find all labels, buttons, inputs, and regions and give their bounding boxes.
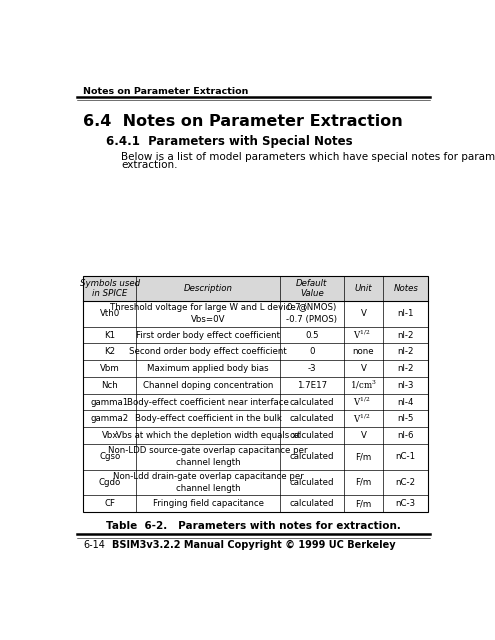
Text: F/m: F/m	[355, 499, 372, 508]
Text: Nch: Nch	[101, 381, 118, 390]
Text: nl-6: nl-6	[397, 431, 414, 440]
Text: extraction.: extraction.	[121, 159, 178, 170]
Text: nl-3: nl-3	[397, 381, 414, 390]
Text: 0.7 (NMOS): 0.7 (NMOS)	[287, 303, 336, 312]
Text: K2: K2	[104, 348, 115, 356]
Text: calculated: calculated	[290, 431, 334, 440]
Text: $\mathregular{V^{1/2}}$: $\mathregular{V^{1/2}}$	[353, 396, 370, 408]
Text: Cgso: Cgso	[99, 452, 120, 461]
Text: F/m: F/m	[355, 478, 372, 487]
Text: 1.7E17: 1.7E17	[297, 381, 327, 390]
Bar	[83, 276, 428, 512]
Text: Fringing field capacitance: Fringing field capacitance	[152, 499, 264, 508]
Text: Threshold voltage for large W and L device @: Threshold voltage for large W and L devi…	[109, 303, 307, 312]
Text: 6.4  Notes on Parameter Extraction: 6.4 Notes on Parameter Extraction	[83, 114, 403, 129]
Text: channel length: channel length	[176, 458, 241, 467]
Text: Notes on Parameter Extraction: Notes on Parameter Extraction	[83, 87, 248, 96]
Text: Cgdo: Cgdo	[99, 478, 121, 487]
Text: nl-2: nl-2	[397, 348, 414, 356]
Text: Table  6-2.   Parameters with notes for extraction.: Table 6-2. Parameters with notes for ext…	[106, 521, 401, 531]
Text: V: V	[360, 309, 366, 318]
Text: Unit: Unit	[355, 284, 372, 293]
Text: Non-Ldd drain-gate overlap capacitance per: Non-Ldd drain-gate overlap capacitance p…	[113, 472, 303, 481]
Text: nl-4: nl-4	[397, 397, 414, 406]
Text: nC-3: nC-3	[396, 499, 416, 508]
Text: calculated: calculated	[290, 397, 334, 406]
Text: Vbx: Vbx	[101, 431, 118, 440]
Text: Value: Value	[300, 289, 324, 298]
Text: K1: K1	[104, 330, 115, 340]
Text: in SPICE: in SPICE	[92, 289, 127, 298]
Text: Default: Default	[296, 279, 327, 288]
Text: nl-2: nl-2	[397, 364, 414, 373]
Text: Non-LDD source-gate overlap capacitance per: Non-LDD source-gate overlap capacitance …	[108, 446, 308, 455]
Text: calculated: calculated	[290, 478, 334, 487]
Text: V: V	[360, 364, 366, 373]
Text: Vth0: Vth0	[99, 309, 120, 318]
Text: BSIM3v3.2.2 Manual Copyright © 1999 UC Berkeley: BSIM3v3.2.2 Manual Copyright © 1999 UC B…	[112, 540, 396, 550]
Text: gamma2: gamma2	[91, 414, 129, 423]
Text: gamma1: gamma1	[91, 397, 129, 406]
Text: Vbs=0V: Vbs=0V	[191, 316, 225, 324]
Text: Vbs at which the depletion width equals xt: Vbs at which the depletion width equals …	[116, 431, 300, 440]
Text: First order body effect coefficient: First order body effect coefficient	[136, 330, 280, 340]
Text: calculated: calculated	[290, 452, 334, 461]
Text: Vbm: Vbm	[100, 364, 120, 373]
Text: Description: Description	[184, 284, 233, 293]
Text: Body-effect coefficient near interface: Body-effect coefficient near interface	[127, 397, 289, 406]
Text: $\mathregular{V^{1/2}}$: $\mathregular{V^{1/2}}$	[353, 329, 370, 341]
Text: nl-2: nl-2	[397, 330, 414, 340]
Text: nC-2: nC-2	[396, 478, 416, 487]
Text: CF: CF	[104, 499, 115, 508]
Text: 6-14: 6-14	[83, 540, 105, 550]
Text: 6.4.1  Parameters with Special Notes: 6.4.1 Parameters with Special Notes	[106, 135, 352, 148]
Bar	[83, 276, 428, 301]
Text: calculated: calculated	[290, 499, 334, 508]
Text: Channel doping concentration: Channel doping concentration	[143, 381, 273, 390]
Text: 0: 0	[309, 348, 314, 356]
Text: F/m: F/m	[355, 452, 372, 461]
Text: Maximum applied body bias: Maximum applied body bias	[148, 364, 269, 373]
Text: Symbols used: Symbols used	[80, 279, 140, 288]
Text: none: none	[353, 348, 374, 356]
Text: calculated: calculated	[290, 414, 334, 423]
Text: 0.5: 0.5	[305, 330, 318, 340]
Text: Notes: Notes	[394, 284, 418, 293]
Text: -0.7 (PMOS): -0.7 (PMOS)	[286, 316, 337, 324]
Text: Second order body effect coefficient: Second order body effect coefficient	[129, 348, 287, 356]
Text: nl-5: nl-5	[397, 414, 414, 423]
Text: $\mathregular{1/cm^{3}}$: $\mathregular{1/cm^{3}}$	[350, 379, 377, 392]
Text: channel length: channel length	[176, 484, 241, 493]
Text: -3: -3	[307, 364, 316, 373]
Text: Below is a list of model parameters which have special notes for parameter: Below is a list of model parameters whic…	[121, 152, 495, 162]
Text: nl-1: nl-1	[397, 309, 414, 318]
Text: $\mathregular{V^{1/2}}$: $\mathregular{V^{1/2}}$	[353, 413, 370, 425]
Text: Body-effect coefficient in the bulk: Body-effect coefficient in the bulk	[135, 414, 282, 423]
Bar	[83, 276, 428, 512]
Text: nC-1: nC-1	[396, 452, 416, 461]
Text: V: V	[360, 431, 366, 440]
